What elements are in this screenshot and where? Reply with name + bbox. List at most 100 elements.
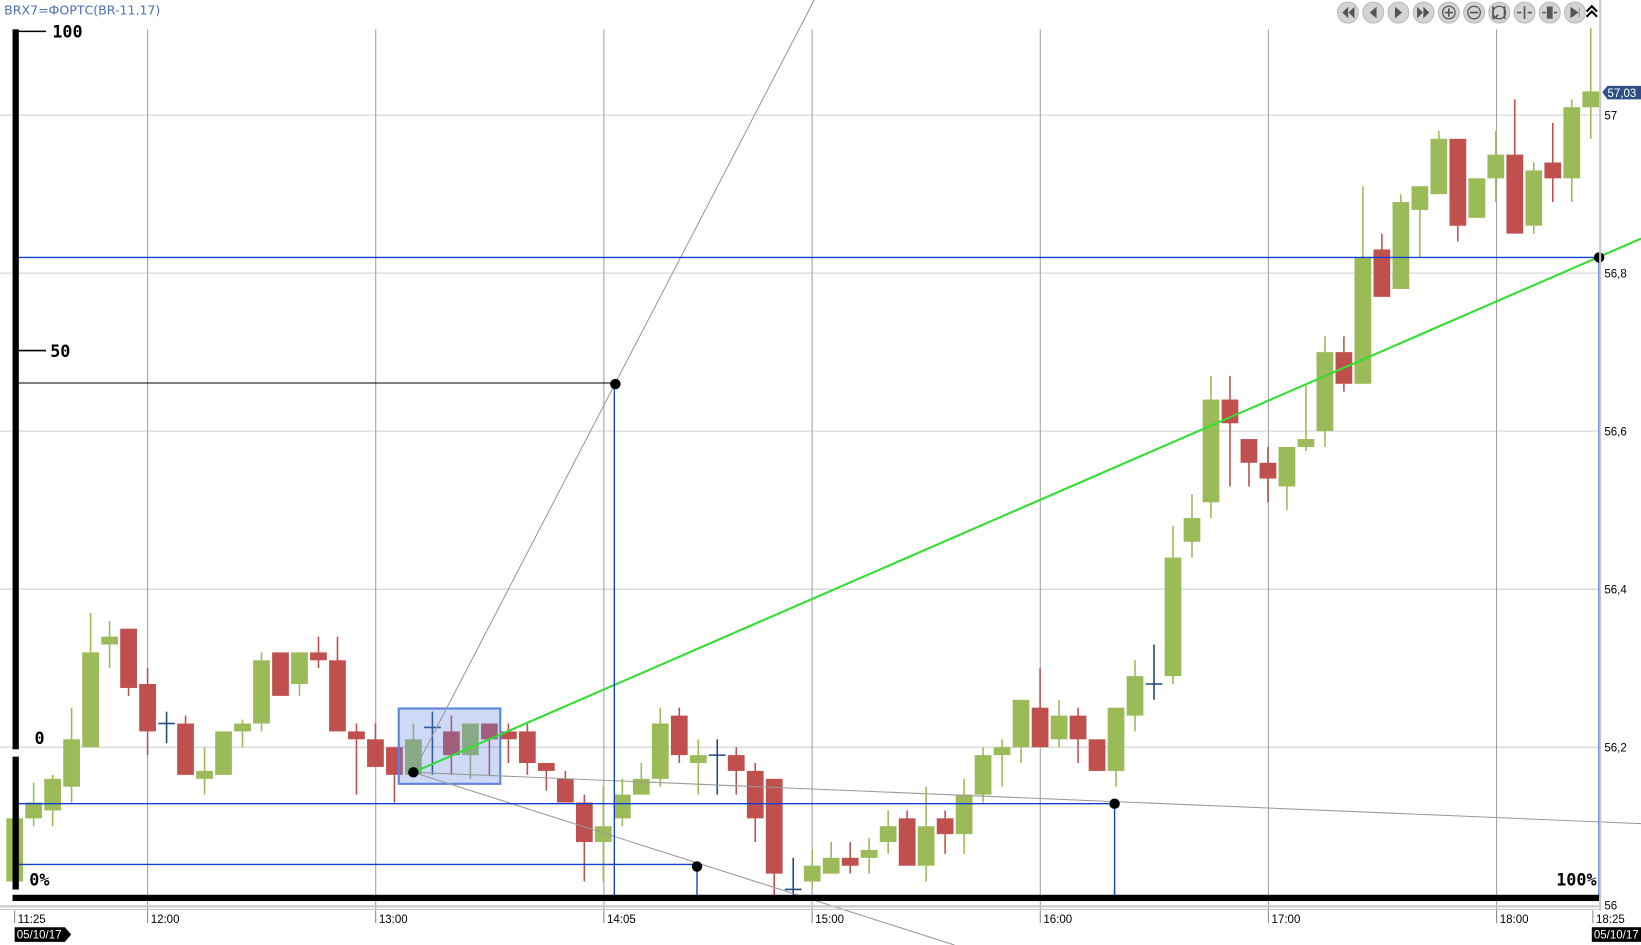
candle[interactable] xyxy=(1335,336,1353,392)
candle[interactable] xyxy=(917,786,935,882)
candle[interactable] xyxy=(518,723,536,775)
candle[interactable] xyxy=(936,810,954,854)
candle[interactable] xyxy=(1240,439,1258,487)
candle[interactable] xyxy=(139,668,156,756)
candle[interactable] xyxy=(291,652,308,696)
candle[interactable] xyxy=(689,739,707,795)
candle[interactable] xyxy=(651,707,669,787)
candle[interactable] xyxy=(727,747,745,795)
candle[interactable] xyxy=(1050,699,1068,748)
collapse-chevron-icon[interactable] xyxy=(1585,4,1598,18)
candle[interactable] xyxy=(310,636,327,669)
candle[interactable] xyxy=(1278,446,1296,511)
anchor-point[interactable] xyxy=(408,767,419,778)
candle[interactable] xyxy=(1354,186,1372,384)
candle[interactable] xyxy=(329,636,346,732)
candle[interactable] xyxy=(974,747,992,803)
candle[interactable] xyxy=(101,620,118,669)
candle[interactable] xyxy=(765,778,783,895)
candle[interactable] xyxy=(1183,494,1201,558)
candle[interactable] xyxy=(196,747,213,795)
candle[interactable] xyxy=(234,719,251,748)
candle[interactable] xyxy=(481,723,498,775)
anchor-point[interactable] xyxy=(691,861,703,872)
candle[interactable] xyxy=(746,763,764,843)
candle[interactable] xyxy=(537,763,555,791)
trend-line[interactable] xyxy=(412,237,1641,774)
candle[interactable] xyxy=(803,849,821,890)
candle[interactable] xyxy=(670,707,688,764)
candle[interactable] xyxy=(1069,707,1087,764)
candle[interactable] xyxy=(1107,707,1125,787)
candle[interactable] xyxy=(632,763,650,795)
anchor-point[interactable] xyxy=(1109,798,1120,809)
candle[interactable] xyxy=(879,810,897,854)
candle[interactable] xyxy=(1582,28,1600,139)
fan-line-down[interactable] xyxy=(413,771,955,945)
candle[interactable] xyxy=(253,652,270,732)
candle[interactable] xyxy=(1411,186,1429,258)
step-back-button[interactable] xyxy=(1362,1,1385,24)
candle[interactable] xyxy=(1316,336,1334,447)
candle[interactable] xyxy=(177,715,194,775)
candle[interactable] xyxy=(158,711,175,744)
candle[interactable] xyxy=(613,778,631,827)
candle[interactable] xyxy=(1430,130,1448,195)
candle[interactable] xyxy=(1145,644,1163,700)
candle[interactable] xyxy=(1202,375,1220,519)
candle[interactable] xyxy=(841,842,859,874)
candle[interactable] xyxy=(556,770,574,803)
candle[interactable] xyxy=(575,794,593,882)
compress-button[interactable] xyxy=(1513,1,1536,24)
candle[interactable] xyxy=(25,782,43,827)
candle[interactable] xyxy=(594,786,612,882)
candle[interactable] xyxy=(1563,99,1581,203)
y-axis[interactable]: 57 56,8 56,6 56,4 56,2 56 xyxy=(1604,110,1627,912)
candle[interactable] xyxy=(462,723,479,779)
candle[interactable] xyxy=(1164,525,1182,684)
candle[interactable] xyxy=(1506,99,1524,234)
candle[interactable] xyxy=(348,723,365,795)
fast-forward-button[interactable] xyxy=(1412,1,1435,24)
candle[interactable] xyxy=(1012,699,1030,764)
candle[interactable] xyxy=(1297,383,1315,451)
candle[interactable] xyxy=(1221,375,1239,487)
candle[interactable] xyxy=(898,810,916,866)
candle[interactable] xyxy=(1373,233,1391,297)
candle[interactable] xyxy=(1031,668,1049,748)
fan-line-flat[interactable] xyxy=(413,771,1641,825)
candle[interactable] xyxy=(822,842,840,874)
candle[interactable] xyxy=(443,715,460,775)
anchor-point[interactable] xyxy=(610,378,621,390)
candle[interactable] xyxy=(784,857,802,898)
x-axis[interactable]: 11:25 12:00 13:00 14:05 15:00 16:00 17:00 18:00… xyxy=(14,910,1625,926)
candle[interactable] xyxy=(1468,178,1486,218)
candle[interactable] xyxy=(120,628,137,696)
candle[interactable] xyxy=(272,652,289,696)
candle[interactable] xyxy=(215,731,232,775)
zoom-in-button[interactable] xyxy=(1437,1,1460,24)
candle[interactable] xyxy=(1449,138,1467,242)
candle[interactable] xyxy=(63,707,80,803)
rewind-start-button[interactable] xyxy=(1336,1,1359,24)
candle[interactable] xyxy=(44,774,62,827)
candle[interactable] xyxy=(1544,123,1562,203)
candle[interactable] xyxy=(405,723,422,775)
candle[interactable] xyxy=(993,739,1011,787)
zoom-fit-button[interactable] xyxy=(1488,1,1511,24)
step-forward-button[interactable] xyxy=(1387,1,1410,24)
candle[interactable] xyxy=(1126,660,1144,732)
candle[interactable] xyxy=(1088,739,1106,771)
go-to-end-button[interactable] xyxy=(1563,1,1586,24)
candle[interactable] xyxy=(1392,194,1410,289)
expand-button[interactable] xyxy=(1538,1,1561,24)
candle[interactable] xyxy=(82,612,99,748)
candle[interactable] xyxy=(367,723,384,767)
candle[interactable] xyxy=(1487,130,1505,203)
candle[interactable] xyxy=(1259,446,1277,503)
percent-scale[interactable] xyxy=(12,29,1600,902)
zoom-out-button[interactable] xyxy=(1463,1,1486,24)
candle[interactable] xyxy=(955,778,973,854)
candle[interactable] xyxy=(1525,162,1543,234)
